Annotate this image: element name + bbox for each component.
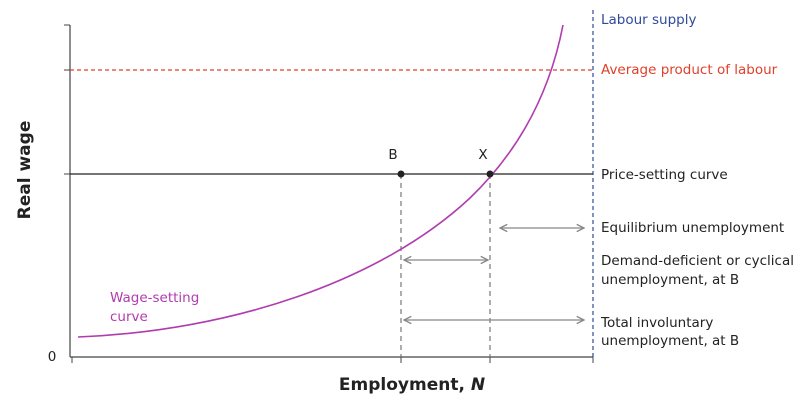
x-axis-title-text: Employment,	[339, 375, 471, 395]
y-axis-title: Real wage	[15, 121, 35, 220]
point-label: B	[388, 147, 397, 163]
annotation: unemployment, at B	[601, 272, 739, 288]
annotation: Equilibrium unemployment	[601, 220, 784, 236]
curve-label: Labour supply	[601, 12, 697, 28]
point-b	[397, 170, 405, 178]
x-axis-title: Employment, N	[339, 375, 485, 395]
annotation: Total involuntary	[600, 315, 713, 331]
annotation: Demand-deficient or cyclical	[601, 253, 794, 269]
curve-label: Average product of labour	[601, 62, 778, 78]
curve-label: Price-setting curve	[601, 167, 728, 183]
wage-setting-curve	[77, 24, 564, 338]
annotation: unemployment, at B	[601, 333, 739, 349]
curve-label: Wage-setting	[110, 290, 199, 306]
origin-label: 0	[48, 349, 57, 365]
curve-label: curve	[110, 309, 148, 325]
point-x	[486, 170, 494, 178]
point-label: X	[478, 147, 487, 163]
x-axis-title-var: N	[471, 375, 485, 395]
